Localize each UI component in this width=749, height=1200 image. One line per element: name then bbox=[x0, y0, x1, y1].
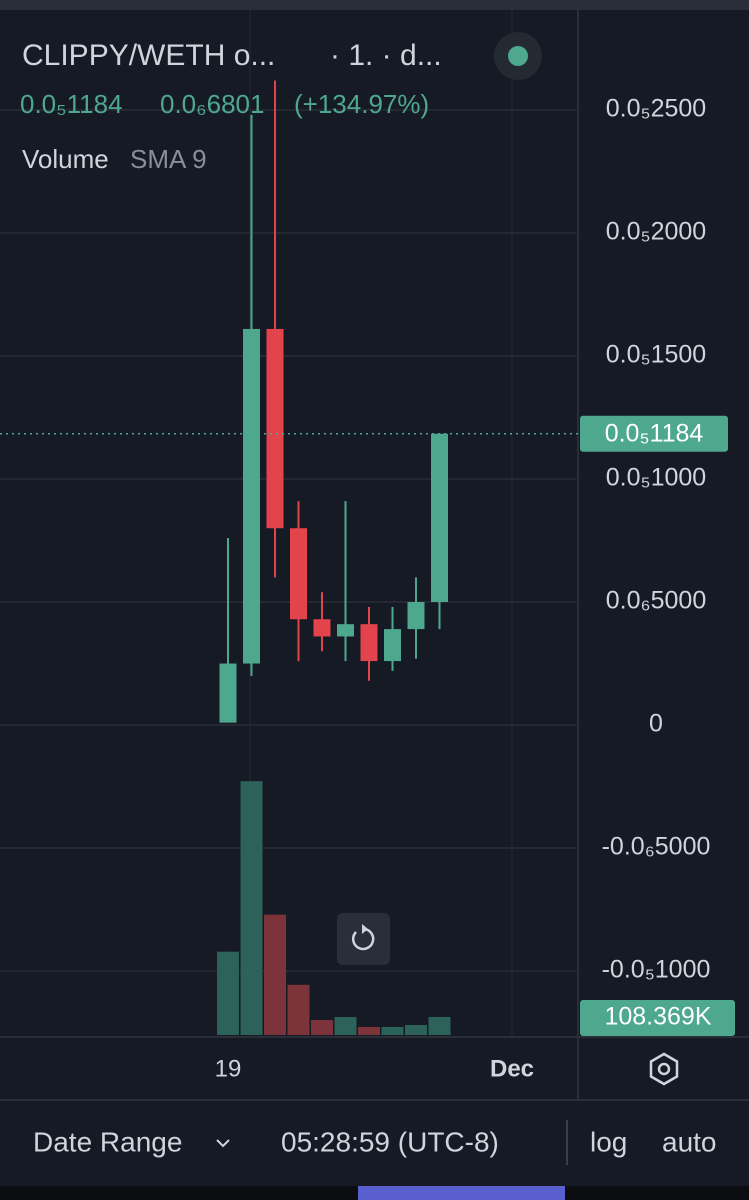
candle-body bbox=[407, 602, 425, 630]
reset-button[interactable] bbox=[337, 913, 390, 965]
y-tick-label: 0.0₅1000 bbox=[606, 464, 706, 492]
y-tick-label: 0 bbox=[649, 710, 663, 738]
volume-bar bbox=[358, 1027, 380, 1035]
log-toggle[interactable]: log bbox=[590, 1126, 627, 1157]
candle-body bbox=[384, 629, 401, 662]
top-strip bbox=[0, 0, 749, 10]
volume-bar bbox=[287, 984, 310, 1035]
chart-title: CLIPPY/WETH o... bbox=[22, 39, 275, 72]
indicator: Volume bbox=[22, 144, 109, 174]
date-range[interactable]: Date Range bbox=[33, 1126, 182, 1157]
reset-bg bbox=[337, 913, 390, 965]
volume-tag-label: 108.369K bbox=[604, 1003, 711, 1031]
candle-body bbox=[337, 624, 354, 637]
settings-button[interactable] bbox=[649, 1052, 679, 1086]
status-dot bbox=[508, 46, 528, 66]
y-tick-label: 0.0₆5000 bbox=[606, 587, 706, 615]
volume-bar bbox=[405, 1025, 427, 1035]
change: 0.0₆6801 bbox=[160, 89, 264, 119]
volume-bar bbox=[240, 781, 263, 1035]
reset-arrow bbox=[362, 924, 368, 934]
price-tag-label: 0.0₅1184 bbox=[605, 419, 704, 447]
y-tick-label: 0.0₅2000 bbox=[606, 218, 706, 246]
dropdown-caret bbox=[216, 1139, 230, 1148]
candle-body bbox=[313, 619, 331, 637]
last-price: 0.0₅1184 bbox=[20, 89, 123, 119]
candle-body bbox=[290, 528, 307, 620]
volume-bar bbox=[381, 1027, 404, 1035]
auto-toggle[interactable]: auto bbox=[662, 1126, 717, 1157]
bottom-tab bbox=[358, 1186, 565, 1200]
volume-bar bbox=[264, 914, 286, 1035]
y-tick-label: 0.0₅1500 bbox=[606, 341, 706, 369]
price-tag bbox=[580, 415, 728, 452]
candle-body bbox=[266, 328, 284, 529]
volume-bar bbox=[334, 1017, 357, 1035]
candle-body bbox=[431, 433, 448, 603]
y-tick-label: -0.0₆5000 bbox=[602, 833, 711, 861]
interval: · 1. · d... bbox=[330, 39, 442, 72]
candle-body bbox=[243, 328, 260, 664]
candle-body bbox=[219, 663, 237, 723]
indicator-setting: SMA 9 bbox=[130, 144, 207, 174]
y-tick-label: -0.0₅1000 bbox=[602, 956, 711, 984]
candle-body bbox=[360, 624, 378, 662]
volume-bar bbox=[217, 951, 239, 1035]
x-tick-label: 19 bbox=[215, 1055, 242, 1082]
volume-tag bbox=[580, 1000, 735, 1036]
volume-bar bbox=[428, 1016, 451, 1035]
clock: 05:28:59 (UTC-8) bbox=[281, 1126, 499, 1157]
volume-bar bbox=[311, 1020, 333, 1035]
change-percent: (+134.97%) bbox=[294, 89, 429, 119]
x-end-label: Dec bbox=[490, 1055, 534, 1082]
settings-icon-center bbox=[657, 1062, 671, 1076]
y-tick-label: 0.0₅2500 bbox=[606, 95, 706, 123]
reset-icon bbox=[351, 927, 375, 951]
settings-icon bbox=[649, 1052, 679, 1086]
